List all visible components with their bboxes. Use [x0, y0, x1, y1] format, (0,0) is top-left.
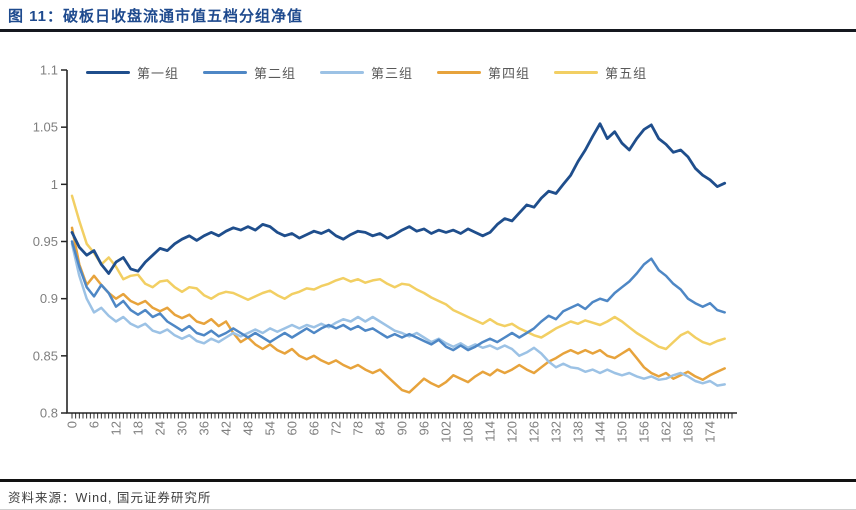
x-tick-label: 78	[351, 421, 366, 435]
legend-item-group-4: 第四组	[437, 63, 530, 82]
legend-item-group-1: 第一组	[86, 63, 179, 82]
legend-swatch-icon	[437, 70, 482, 75]
x-tick-label: 174	[703, 421, 718, 443]
series-line-group-2	[70, 240, 726, 352]
x-tick-label: 150	[615, 421, 630, 443]
x-tick-label: 144	[593, 421, 608, 443]
legend-item-group-5: 第五组	[554, 63, 647, 82]
y-tick-label: 0.9	[40, 291, 58, 306]
figure-title: 图 11：破板日收盘流通市值五档分组净值	[8, 8, 304, 25]
legend-swatch-icon	[554, 70, 599, 75]
legend-swatch-icon	[320, 70, 365, 75]
x-tick-label: 90	[395, 421, 410, 435]
x-tick-label: 18	[131, 421, 146, 435]
x-tick-label: 132	[549, 421, 564, 443]
title-underline	[0, 29, 856, 32]
chart-legend: 第一组 第二组 第三组 第四组 第五组	[86, 63, 647, 82]
x-tick-label: 108	[461, 421, 476, 443]
y-tick-label: 0.8	[40, 406, 58, 421]
legend-item-group-3: 第三组	[320, 63, 413, 82]
x-tick-label: 126	[527, 421, 542, 443]
x-tick-label: 162	[659, 421, 674, 443]
x-tick-label: 168	[681, 421, 696, 443]
x-tick-label: 120	[505, 421, 520, 443]
legend-swatch-icon	[203, 70, 248, 75]
x-tick-label: 84	[373, 421, 388, 435]
x-tick-label: 54	[263, 421, 278, 435]
x-tick-label: 36	[197, 421, 212, 435]
y-tick-label: 1.05	[33, 120, 58, 135]
source-note: 资料来源：Wind, 国元证券研究所	[8, 491, 212, 505]
x-tick-label: 102	[439, 421, 454, 443]
legend-label: 第二组	[254, 66, 297, 81]
x-tick-label: 6	[87, 421, 102, 428]
x-tick-label: 156	[637, 421, 652, 443]
footer-rule	[0, 479, 856, 482]
x-tick-label: 138	[571, 421, 586, 443]
axis-lines	[66, 70, 737, 414]
series-line-group-4	[70, 226, 726, 394]
y-tick-label: 1.1	[40, 63, 58, 78]
x-tick-label: 30	[175, 421, 190, 435]
legend-label: 第三组	[371, 66, 414, 81]
x-tick-label: 48	[241, 421, 256, 435]
legend-item-group-2: 第二组	[203, 63, 296, 82]
x-tick-label: 66	[307, 421, 322, 435]
y-tick-label: 0.95	[33, 234, 58, 249]
legend-label: 第一组	[137, 66, 180, 81]
legend-swatch-icon	[86, 70, 130, 75]
x-tick-label: 42	[219, 421, 234, 435]
legend-label: 第四组	[488, 66, 531, 81]
legend-label: 第五组	[605, 66, 648, 81]
x-tick-label: 72	[329, 421, 344, 435]
x-tick-label: 24	[153, 421, 168, 435]
x-tick-label: 12	[109, 421, 124, 435]
x-tick-label: 60	[285, 421, 300, 435]
x-tick-label: 114	[483, 421, 498, 442]
y-tick-label: 1	[51, 177, 58, 192]
series-line-group-1	[70, 122, 727, 275]
y-tick-label: 0.85	[33, 348, 58, 363]
x-tick-label: 96	[417, 421, 432, 435]
x-tick-label: 0	[65, 421, 80, 428]
series-line-group-5	[70, 194, 726, 351]
series-line-group-3	[70, 242, 726, 387]
line-chart: 1.1 1.05 1 0.95 0.9 0.85 0.8 0 6 12 18 24 30 36 42 48 54…	[33, 63, 737, 443]
